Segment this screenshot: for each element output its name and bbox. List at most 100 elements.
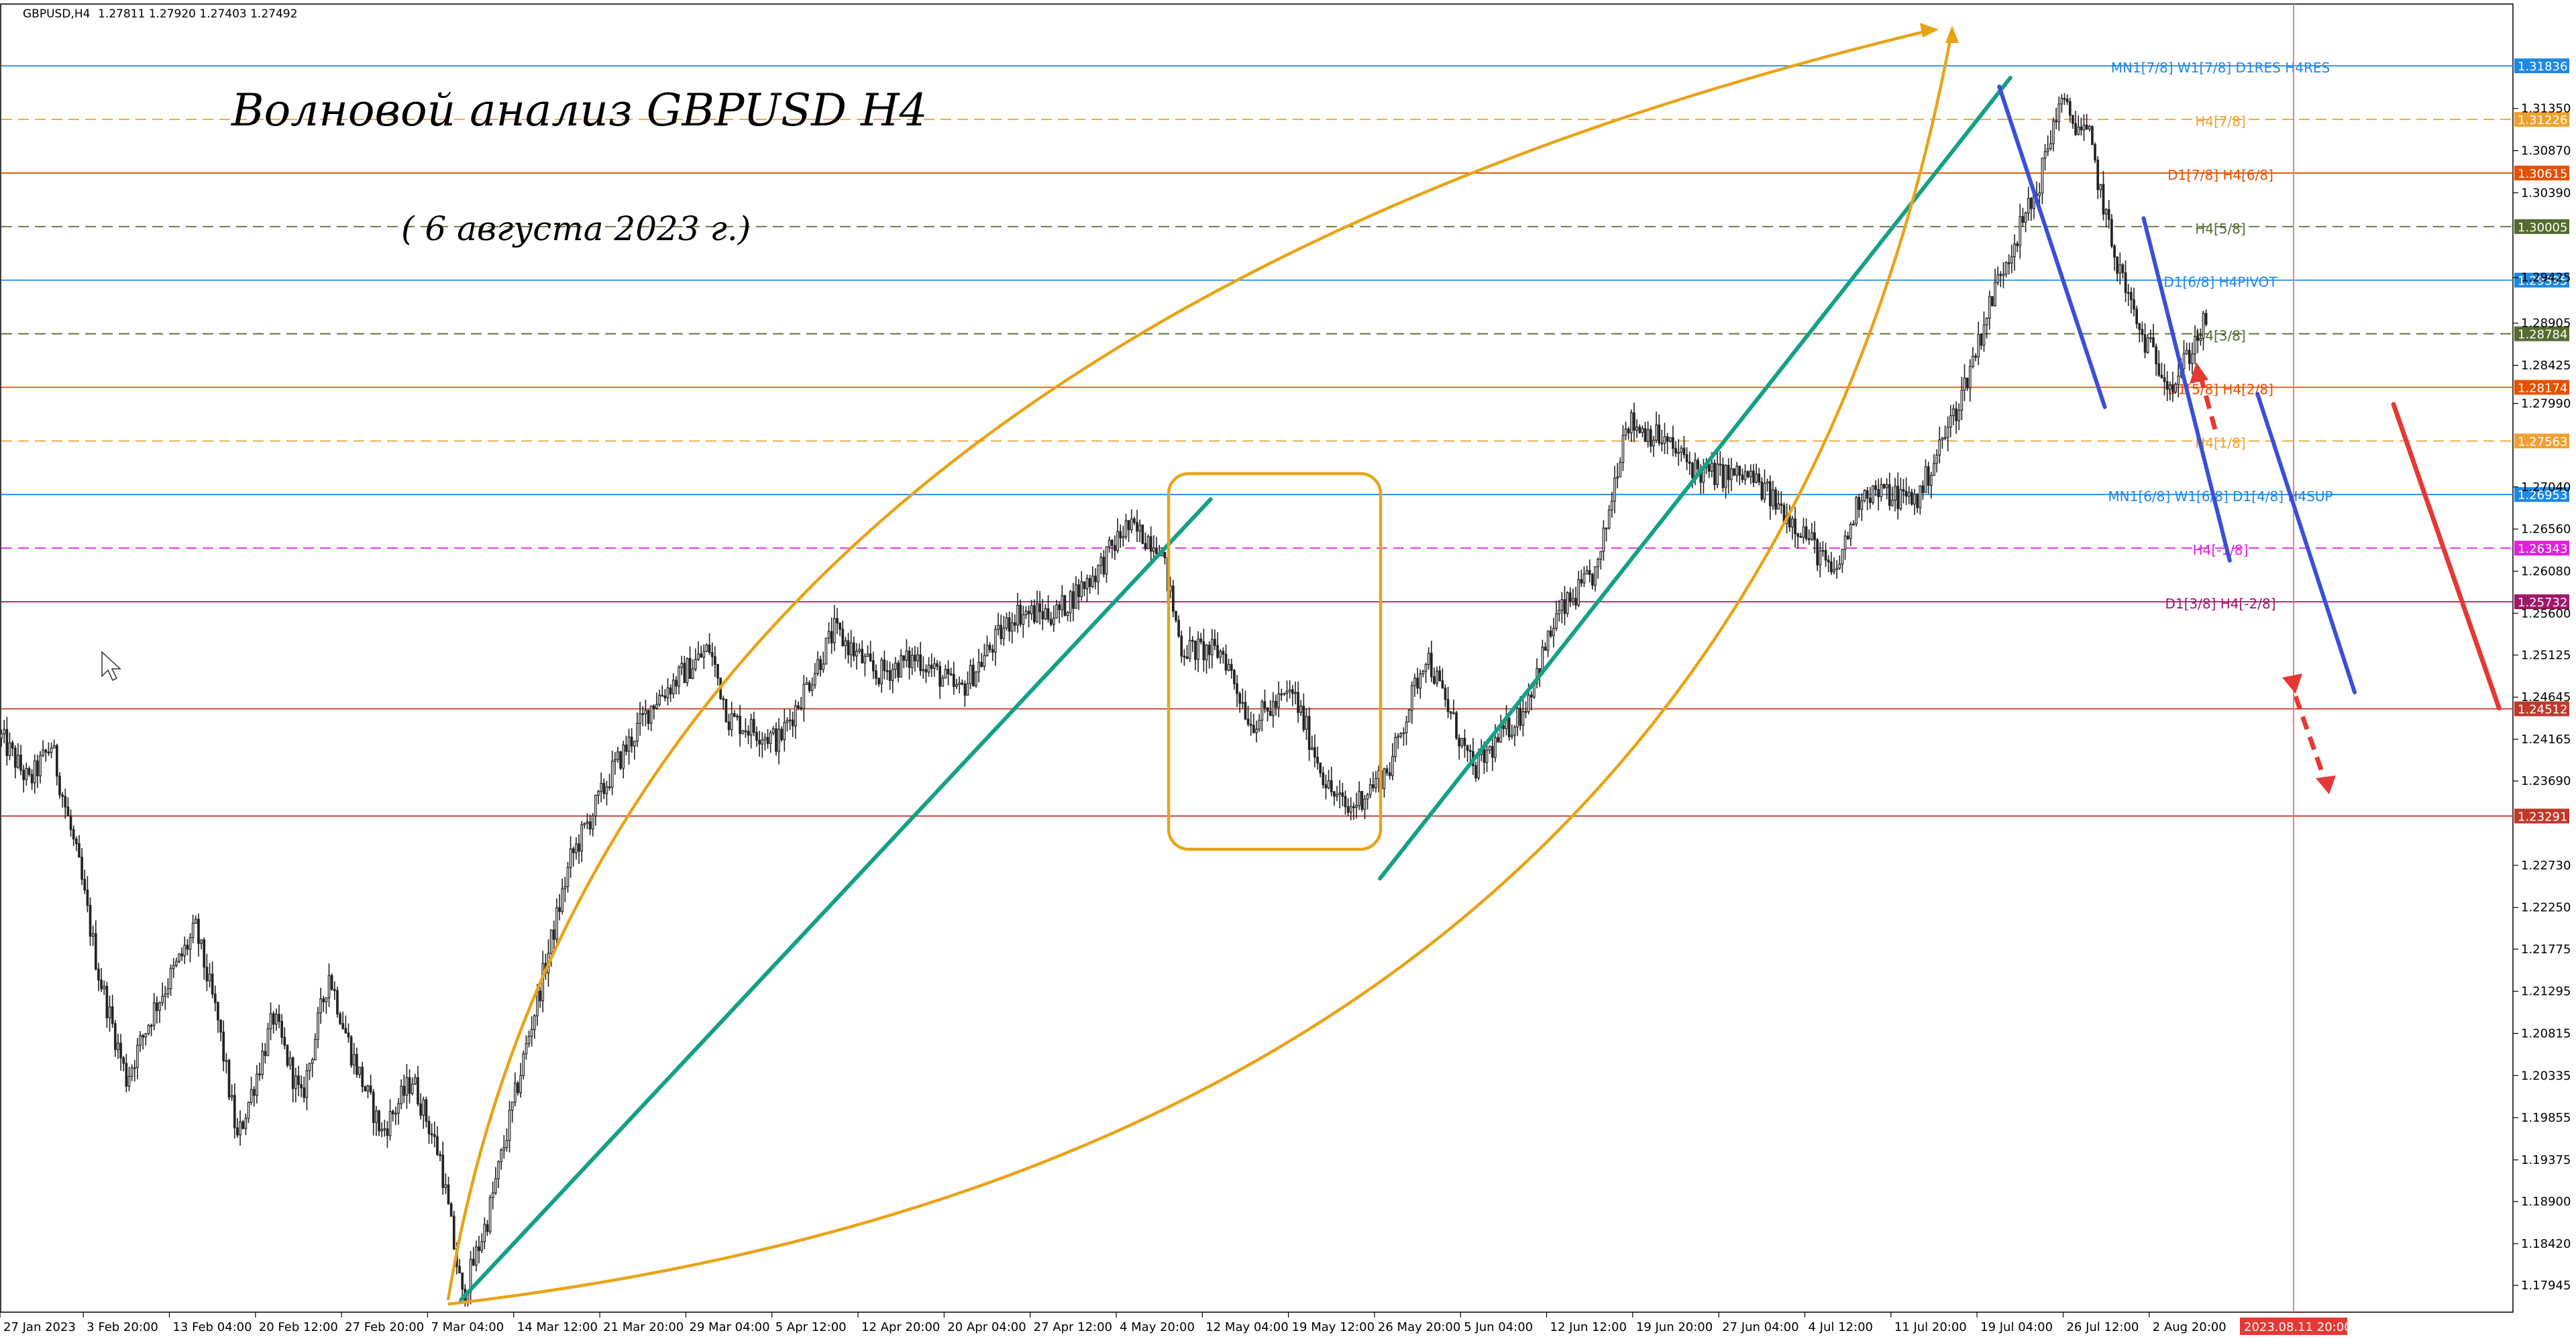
level-price-tag-text: 1.26343 (2518, 542, 2567, 556)
candle-body-bull (413, 1077, 417, 1085)
candle-body-bull (1336, 794, 1338, 797)
candle (1552, 618, 1555, 648)
candle (1724, 464, 1727, 499)
candle-body-bear (1341, 792, 1344, 797)
candle (1549, 625, 1552, 639)
candle-body-bull (1560, 599, 1564, 611)
candle-body-bear (588, 821, 592, 830)
candle-body-bear (539, 990, 541, 1002)
candle-body-bull (2174, 384, 2177, 392)
level-price-tag (2514, 326, 2569, 341)
candle (3, 720, 6, 744)
candle (791, 711, 794, 737)
candle-body-bear (197, 918, 200, 944)
candle-body-bull (994, 629, 997, 653)
candle (1597, 557, 1599, 579)
candle-body-bull (1957, 409, 1961, 421)
candle (205, 953, 209, 992)
candle (1036, 590, 1038, 623)
candle (1088, 574, 1091, 594)
candle-body-bull (1349, 806, 1352, 813)
candle-body-bear (2021, 216, 2025, 223)
candle-body-bull (144, 1033, 148, 1038)
candle-body-bear (1291, 689, 1294, 694)
candle (194, 915, 197, 924)
candle (2174, 382, 2177, 394)
candle-body-bull (1960, 390, 1964, 411)
candle (378, 1110, 380, 1136)
candle-body-bear (203, 939, 206, 968)
candle-body-bear (1324, 784, 1328, 789)
candle-body-bull (508, 1110, 511, 1141)
candle-body-bear (861, 649, 864, 663)
candle (1338, 780, 1342, 808)
candle-body-bull (288, 1057, 292, 1066)
candle-body-bear (885, 670, 889, 672)
candle (1258, 714, 1260, 733)
candle-body-bear (22, 769, 25, 780)
candle-body-bull (1585, 570, 1589, 575)
candle-body-bull (541, 963, 545, 1002)
candle-body-bear (2074, 123, 2077, 135)
candle-body-bear (1682, 447, 1686, 456)
candle (1582, 566, 1586, 587)
candle (147, 1024, 150, 1036)
candle-body-bull (1863, 490, 1866, 502)
candle (2043, 144, 2047, 171)
candle (1560, 592, 1564, 624)
candle (1952, 404, 1955, 426)
candle (1116, 518, 1119, 553)
candle (2204, 309, 2208, 327)
candle (1410, 681, 1413, 725)
candle (1896, 472, 1900, 520)
candle (441, 1141, 445, 1195)
candle-body-bear (1896, 486, 1900, 509)
candle (449, 1201, 453, 1217)
candle-body-bear (2127, 292, 2130, 294)
candle-body-bull (1410, 685, 1413, 711)
candle-body-bear (1816, 539, 1819, 566)
candle (591, 812, 594, 837)
x-tick-label: 21 Mar 20:00 (603, 1320, 684, 1334)
candle (1974, 353, 1977, 362)
candle-body-bear (1468, 749, 1472, 752)
candle (1888, 472, 1891, 511)
candle (1555, 600, 1558, 631)
candle (1794, 506, 1796, 548)
candle (1127, 520, 1130, 542)
candle (2030, 197, 2033, 221)
candle-body-bull (1521, 710, 1525, 726)
candle-body-bull (1075, 584, 1077, 609)
level-price-tag-text: 1.26953 (2518, 488, 2567, 502)
candle (555, 898, 558, 945)
candle-body-bull (1205, 645, 1208, 661)
candle-body-bull (655, 704, 658, 709)
y-tick-label: 1.31350 (2521, 102, 2571, 116)
candle (425, 1096, 428, 1128)
candle-body-bear (2165, 381, 2169, 390)
candle-body-bull (0, 733, 3, 739)
candle (2104, 208, 2108, 228)
candle-body-bull (1988, 296, 1991, 319)
candle-body-bull (730, 713, 733, 731)
candle (197, 913, 200, 957)
projection-arrow-head (2190, 362, 2208, 384)
candle (166, 978, 170, 998)
candle (189, 932, 192, 963)
candle (1033, 599, 1036, 625)
candle-body-bear (222, 1031, 225, 1062)
candle-body-bear (1524, 710, 1527, 713)
candle-body-bull (564, 886, 567, 890)
candle-body-bear (2133, 299, 2135, 310)
candle (1275, 694, 1277, 716)
candle-body-bull (1405, 721, 1408, 733)
candle (519, 1063, 522, 1098)
candle-body-bear (2157, 363, 2161, 376)
candle (1319, 762, 1322, 778)
candle (336, 986, 339, 1018)
candle (125, 1053, 128, 1093)
candle (1743, 464, 1747, 485)
candle (80, 848, 83, 886)
candle-body-bear (839, 623, 841, 630)
